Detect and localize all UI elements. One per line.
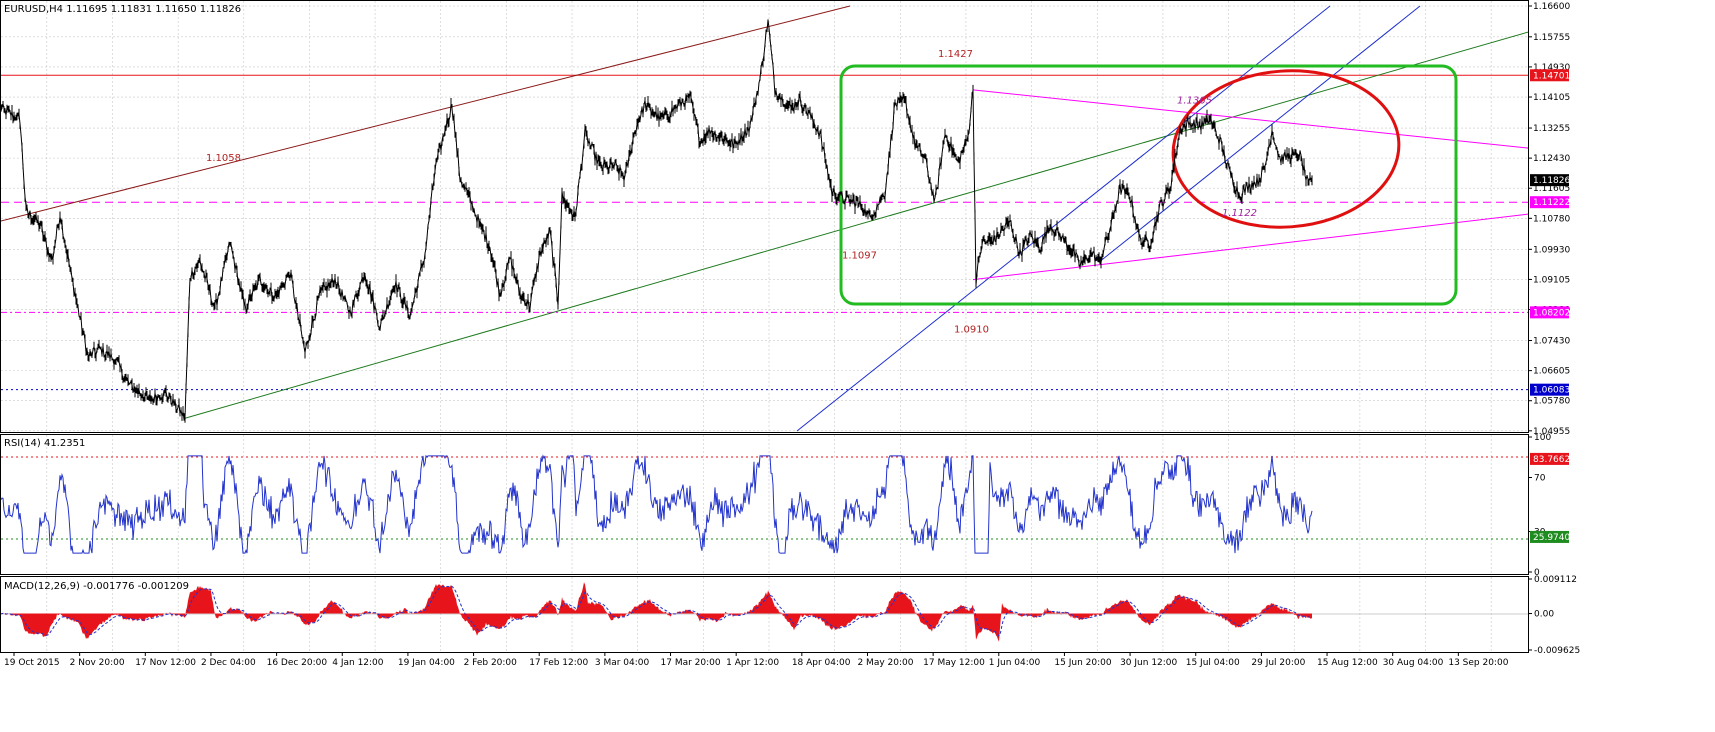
price-tag-label: 1.11826 [1533,176,1570,186]
time-axis: 19 Oct 2015 2 Nov 20:00 17 Nov 12:00 2 Dec … [4,652,1509,668]
price-tag-bg [1530,196,1569,209]
time-tick-label: 18 Apr 04:00 [792,658,851,668]
macd-tick-label: -0.009625 [1534,646,1580,656]
trendline [796,5,1331,432]
rsi-tick-label: 0 [1534,568,1540,578]
price-annotation: 1.1365 [1177,95,1212,106]
price-axis: 1.16600 1.15755 1.14930 1.14105 1.13255 1.124… [1528,2,1570,437]
macd-tick-label: 0.00 [1534,610,1554,620]
time-tick-label: 1 Jun 04:00 [989,658,1041,668]
price-tick-label: 1.04955 [1533,427,1570,437]
rsi-tag-label: 25.9740 [1533,533,1570,543]
time-tick-label: 2 Dec 04:00 [201,658,256,668]
price-tag-bg [1530,174,1569,187]
time-tick-label: 2 Feb 20:00 [464,658,518,668]
price-tick-label: 1.10780 [1533,214,1570,224]
main-panel-frame [0,0,1529,433]
price-tag-bg [1530,383,1569,396]
macd-axis: 0.009112 0.00 -0.009625 [1528,575,1580,656]
macd-histogram [1,582,1312,642]
price-tick-label: 1.13255 [1533,124,1570,134]
rsi-tag-bg [1530,530,1569,543]
time-tick-label: 4 Jan 12:00 [332,658,384,668]
grid [1,1,1528,652]
price-tag-label: 1.11222 [1533,198,1570,208]
price-tick-label: 1.11605 [1533,184,1570,194]
time-tick-label: 19 Jan 04:00 [398,658,455,668]
price-tag-label: 1.14701 [1533,71,1570,81]
time-tick-label: 29 Jul 20:00 [1251,658,1305,668]
time-tick-label: 30 Jun 12:00 [1120,658,1177,668]
time-tick-label: 16 Dec 20:00 [267,658,328,668]
time-tick-label: 3 Mar 04:00 [595,658,650,668]
rsi-header: RSI(14) 41.2351 [4,438,85,449]
rsi-tick-label: 70 [1534,474,1546,484]
main-header: EURUSD,H4 1.11695 1.11831 1.11650 1.1182… [4,4,241,15]
price-tag-bg [1530,306,1569,319]
price-tick-label: 1.12430 [1533,154,1570,164]
price-tag-label: 1.08202 [1533,308,1570,318]
price-line [1,19,1313,423]
highlight-ellipse[interactable] [1168,63,1404,234]
horizontal-levels [1,74,1528,391]
rsi-line [1,454,1313,554]
price-annotation: 1.1122 [1222,208,1257,219]
rsi-tag-label: 83.7662 [1533,455,1570,465]
time-tick-label: 1 Apr 12:00 [726,658,779,668]
price-annotation: 1.1097 [842,250,877,261]
time-tick-label: 30 Aug 04:00 [1383,658,1444,668]
trendline [972,89,1528,149]
trendlines[interactable] [0,5,1530,432]
time-tick-label: 15 Aug 12:00 [1317,658,1378,668]
time-tick-label: 2 Nov 20:00 [70,658,125,668]
macd-tick-label: 0.009112 [1534,575,1577,585]
trendline [1099,5,1421,262]
price-tick-label: 1.14105 [1533,93,1570,103]
time-tick-label: 17 May 12:00 [923,658,985,668]
trendline [972,213,1528,281]
time-tick-label: 15 Jun 20:00 [1054,658,1111,668]
time-tick-label: 2 May 20:00 [857,658,913,668]
rsi-tick-label: 100 [1534,433,1551,443]
price-annotation: 1.1058 [206,153,241,164]
price-tags: 1.14701 1.11826 1.11222 1.08202 1.06083 [1530,69,1570,396]
price-annotation: 1.1427 [938,49,973,60]
time-tick-label: 15 Jul 04:00 [1186,658,1240,668]
time-tick-label: 17 Feb 12:00 [529,658,588,668]
time-tick-label: 19 Oct 2015 [4,658,60,668]
price-tick-label: 1.05780 [1533,397,1570,407]
price-tick-label: 1.15755 [1533,33,1570,43]
time-tick-label: 13 Sep 20:00 [1448,658,1508,668]
price-annotations: 1.1427 1.1058 1.1097 1.0910 1.1365 1.1122 [206,49,1257,335]
price-tag-bg [1530,69,1569,82]
rsi-tag-bg [1530,452,1569,465]
time-tick-label: 17 Nov 12:00 [135,658,196,668]
trendline [1,5,851,222]
price-tick-label: 1.07430 [1533,337,1570,347]
time-tick-label: 17 Mar 20:00 [661,658,721,668]
rsi-panel-frame [0,434,1529,575]
price-annotation: 1.0910 [954,325,989,336]
price-tick-label: 1.09105 [1533,275,1570,285]
price-tick-label: 1.09930 [1533,245,1570,255]
price-tick-label: 1.06605 [1533,367,1570,377]
trendline [184,31,1528,419]
price-tick-label: 1.16600 [1533,2,1570,12]
macd-header: MACD(12,26,9) -0.001776 -0.001209 [4,581,189,592]
consolidation-box[interactable] [839,64,1458,306]
price-tag-label: 1.06083 [1533,386,1570,396]
price-tick-label: 1.14930 [1533,63,1570,73]
macd-panel-frame [0,576,1529,653]
